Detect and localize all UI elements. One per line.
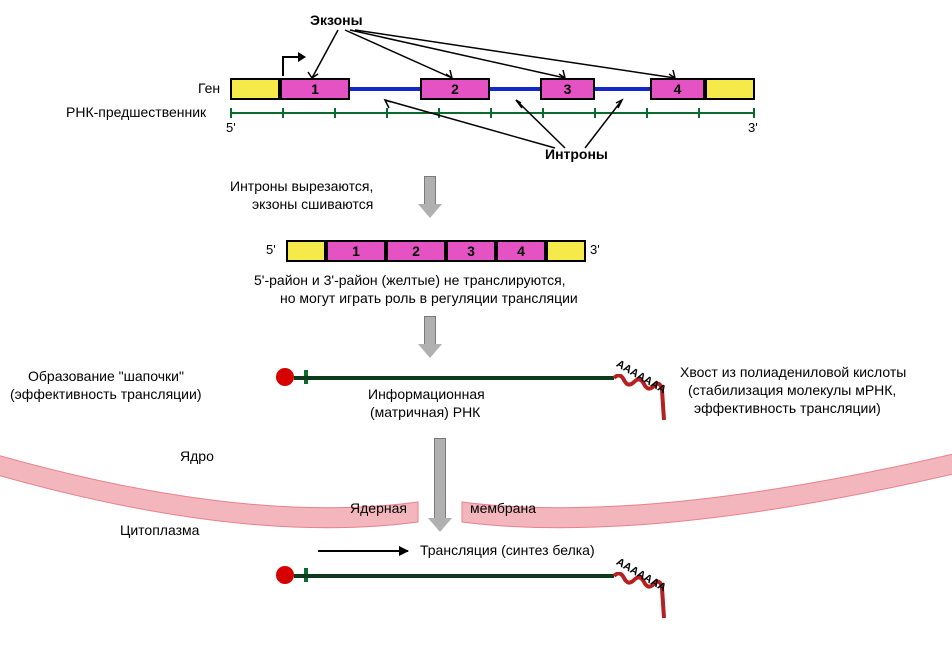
intron-pointer-lines <box>0 0 952 200</box>
spliced-exon3: 3 <box>446 240 496 262</box>
cap-label-l1: Образование "шапочки" <box>28 368 184 384</box>
process-arrow-2 <box>420 316 440 358</box>
splice-caption-l1: Интроны вырезаются, <box>230 178 373 194</box>
membrane-left-label: Ядерная <box>350 500 407 516</box>
mrna1-line <box>294 376 614 380</box>
process-arrow-3 <box>430 438 450 532</box>
mrna1-cap-icon <box>276 368 294 386</box>
utr-caption-l2: но могут играть роль в регуляции трансля… <box>280 290 578 306</box>
spliced-5p: 5' <box>266 242 276 257</box>
spliced-utr3 <box>546 240 586 262</box>
tail-label-l3: эффективность трансляции) <box>694 400 881 416</box>
mrna2-line <box>294 574 614 578</box>
spliced-exon2: 2 <box>386 240 446 262</box>
mrna-label-l1: Информационная <box>368 386 485 402</box>
cap-label-l2: (эффективность трансляции) <box>10 386 201 402</box>
mrna2-cap-icon <box>276 566 294 584</box>
translation-label: Трансляция (синтез белка) <box>420 542 595 558</box>
spliced-exon4: 4 <box>496 240 546 262</box>
spliced-3p: 3' <box>590 242 600 257</box>
utr-caption-l1: 5'-район и 3'-район (желтые) не транслир… <box>254 272 566 288</box>
cytoplasm-label: Цитоплазма <box>120 522 199 538</box>
spliced-utr5 <box>286 240 326 262</box>
mrna-label-l2: (матричная) РНК <box>370 404 480 420</box>
tail-label-l2: (стабилизация молекулы мРНК, <box>688 382 896 398</box>
splice-caption-l2: экзоны сшиваются <box>252 196 373 212</box>
nucleus-label: Ядро <box>180 448 214 464</box>
process-arrow-1 <box>420 176 440 218</box>
membrane-right-label: мембрана <box>470 500 536 516</box>
tail-label-l1: Хвост из полиадениловой кислоты <box>680 364 906 380</box>
translation-arrow-icon <box>318 550 408 552</box>
spliced-exon1: 1 <box>326 240 386 262</box>
